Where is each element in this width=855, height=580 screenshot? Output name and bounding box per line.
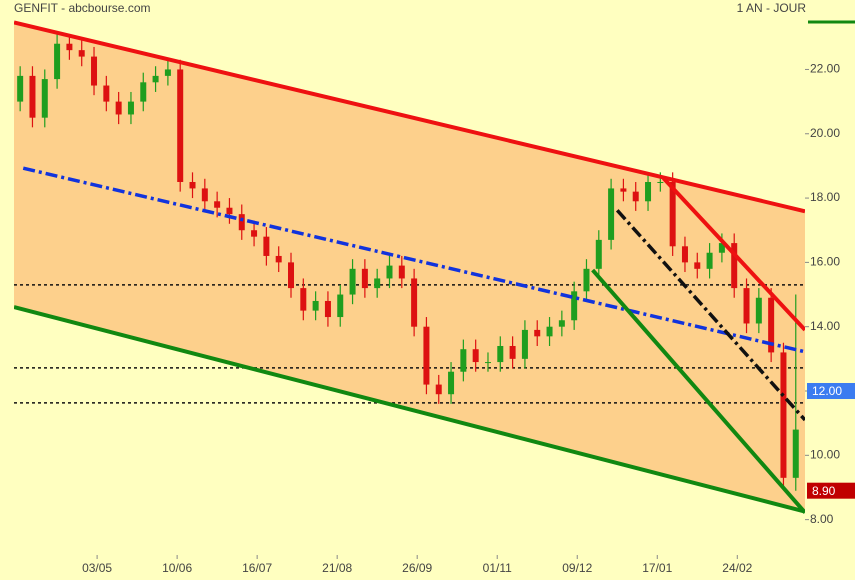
candle-body	[608, 188, 615, 240]
price-marker	[807, 482, 855, 499]
x-tick-label: 21/08	[322, 561, 352, 575]
candle-body	[152, 75, 159, 83]
candle-body	[620, 188, 627, 192]
candle-body	[694, 262, 701, 269]
period-label: 1 AN - JOUR	[737, 1, 807, 15]
candle-body	[718, 243, 725, 253]
candle-body	[337, 294, 344, 318]
candle-body	[583, 268, 590, 292]
candle-body	[632, 191, 639, 202]
candle-body	[743, 288, 750, 324]
candle-body	[189, 181, 196, 189]
candle-body	[324, 300, 331, 318]
y-tick-label: 22.00	[810, 62, 840, 76]
candle-body	[435, 384, 442, 395]
candle-body	[657, 181, 664, 183]
candle-body	[164, 69, 171, 76]
candle-body	[411, 278, 418, 327]
candle-body	[275, 255, 282, 263]
plot-area	[14, 20, 805, 514]
candle-body	[509, 345, 516, 359]
candle-body	[423, 326, 430, 385]
y-tick-label: 20.00	[810, 126, 840, 140]
y-tick-label: 8.00	[810, 512, 834, 526]
candle-body	[448, 371, 455, 395]
candle-body	[374, 278, 381, 289]
price-marker-label: 12.00	[812, 384, 842, 398]
x-tick-label: 24/02	[722, 561, 752, 575]
chart-title: GENFIT - abcbourse.com	[14, 1, 151, 15]
candle-body	[177, 69, 184, 182]
candle-body	[534, 329, 541, 337]
x-tick-label: 17/01	[642, 561, 672, 575]
candle-body	[472, 349, 479, 363]
candle-body	[755, 297, 762, 324]
candle-body	[484, 362, 491, 364]
x-tick-label: 01/11	[483, 561, 512, 575]
candle-body	[386, 265, 393, 279]
candle-body	[263, 236, 270, 256]
trend-line	[14, 20, 805, 214]
candle-body	[706, 252, 713, 269]
candle-body	[251, 230, 258, 237]
trend-line	[591, 268, 805, 514]
candle-body	[288, 262, 295, 289]
price-marker-label: 8.90	[812, 484, 836, 498]
candle-body	[571, 291, 578, 321]
candle-body	[66, 43, 73, 51]
candle-body	[214, 201, 221, 208]
candle-body	[78, 50, 85, 57]
candle-body	[226, 207, 233, 215]
x-tick-label: 16/07	[242, 561, 272, 575]
candle-body	[768, 297, 775, 353]
candle-body	[349, 268, 356, 295]
candle-body	[398, 265, 405, 279]
candle-body	[645, 181, 652, 202]
candle-body	[681, 246, 688, 263]
candle-body	[546, 326, 553, 337]
y-tick-label: 14.00	[810, 319, 840, 333]
candle-body	[127, 101, 134, 115]
candle-body	[54, 43, 61, 80]
x-tick-label: 26/09	[402, 561, 432, 575]
y-tick-label: 18.00	[810, 190, 840, 204]
x-tick-label: 09/12	[562, 561, 592, 575]
x-tick-label: 10/06	[162, 561, 192, 575]
y-tick-label: 16.00	[810, 255, 840, 269]
candle-body	[521, 329, 528, 359]
candle-body	[312, 300, 319, 311]
trend-line	[14, 305, 805, 514]
y-tick-label: 10.00	[810, 447, 840, 461]
candle-body	[41, 79, 48, 118]
trend-line	[661, 176, 805, 332]
x-tick-label: 03/05	[82, 561, 112, 575]
candle-body	[17, 75, 24, 102]
candle-body	[300, 288, 307, 311]
candle-body	[497, 345, 504, 363]
candle-body	[460, 349, 467, 372]
candle-body	[201, 188, 208, 202]
candle-body	[595, 239, 602, 269]
candle-body	[792, 429, 799, 478]
candle-body	[669, 181, 676, 247]
candle-body	[103, 85, 110, 102]
candle-body	[361, 268, 368, 289]
candle-body	[115, 101, 122, 115]
trend-line	[615, 209, 805, 422]
trend-line	[22, 166, 805, 354]
candle-body	[29, 75, 36, 118]
candle-body	[238, 214, 245, 231]
candle-body	[558, 320, 565, 327]
price-marker	[807, 383, 855, 400]
candle-body	[780, 352, 787, 478]
candle-body	[91, 56, 98, 86]
candle-body	[731, 243, 738, 289]
candle-body	[140, 82, 147, 102]
channel-fill	[14, 22, 805, 512]
